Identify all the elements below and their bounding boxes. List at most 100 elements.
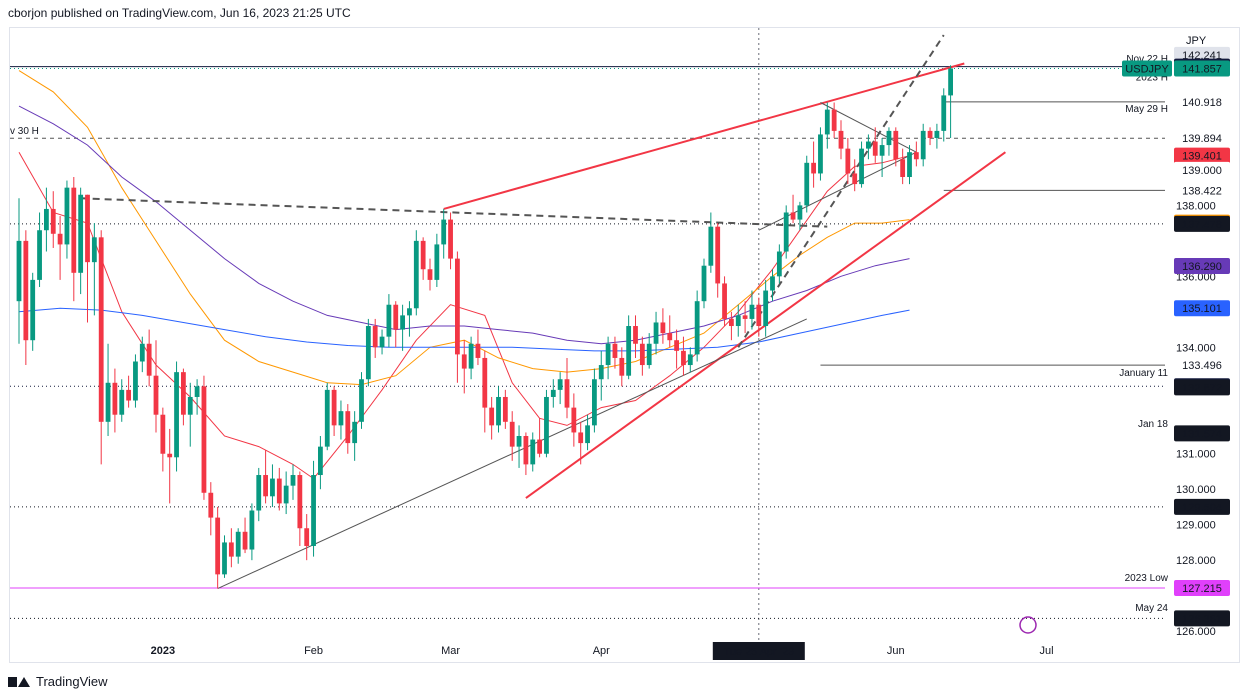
candle-body	[228, 542, 234, 557]
candle-body	[496, 396, 501, 426]
candle-body	[859, 148, 864, 185]
candle-body	[715, 226, 721, 284]
moving-average-line-1	[18, 70, 910, 386]
candle-body	[482, 357, 488, 408]
candle-body	[16, 240, 22, 302]
chart-annotation: v 30 H	[10, 126, 39, 137]
candle-body	[222, 542, 227, 575]
candle-body	[770, 276, 775, 291]
price-badge-text: 135.101	[1182, 303, 1222, 315]
candle-body	[694, 301, 700, 355]
candle-body	[194, 386, 200, 397]
tradingview-logo-icon	[8, 675, 30, 689]
crosshair-date-text: Tue 25 Apr '23	[723, 646, 794, 658]
trendline-3	[80, 197, 828, 228]
candle-body	[318, 446, 323, 476]
price-badge-text: 136.290	[1182, 261, 1222, 273]
tradingview-footer[interactable]: TradingView	[8, 674, 108, 689]
price-badge	[1174, 215, 1230, 232]
chart-annotation: January 11	[1119, 368, 1168, 379]
candle-body	[749, 304, 755, 319]
chart-frame	[9, 27, 1240, 663]
y-tick-label: 136.000	[1176, 271, 1216, 283]
candle-body	[359, 379, 364, 422]
candle-body	[797, 205, 803, 220]
candle-body	[400, 315, 405, 330]
candle-body	[372, 326, 378, 348]
candle-body	[763, 290, 769, 327]
price-badge-text: 140.918	[1182, 97, 1222, 109]
price-badge-text: 133.496	[1182, 360, 1222, 372]
y-tick-label: 138.000	[1176, 200, 1216, 212]
price-badge-text: 127.215	[1182, 583, 1222, 595]
candle-body	[756, 304, 762, 327]
candle-body	[256, 475, 262, 511]
candle-body	[845, 148, 851, 174]
candle-body	[879, 145, 885, 156]
y-tick-label: 131.000	[1176, 449, 1216, 461]
candle-body	[818, 134, 823, 174]
candle-body	[119, 389, 125, 415]
candle-body	[585, 425, 590, 444]
candle-body	[386, 304, 392, 337]
candle-body	[441, 219, 447, 245]
price-badge	[1174, 580, 1230, 597]
candle-body	[598, 365, 604, 380]
price-badge-text: 138.422	[1182, 185, 1222, 197]
candle-body	[735, 315, 741, 327]
price-badge-text: 139.894	[1182, 133, 1222, 145]
candle-body	[126, 389, 131, 401]
candle-body	[37, 230, 42, 280]
candle-body	[249, 510, 255, 550]
candle-body	[263, 475, 268, 497]
candle-body	[509, 421, 515, 447]
trendline-4	[737, 34, 945, 348]
price-badge	[1174, 60, 1230, 77]
crosshair-date-badge	[712, 642, 805, 660]
candle-body	[660, 322, 666, 334]
candle-body	[181, 372, 186, 415]
candle-body	[85, 194, 90, 263]
candle-body	[866, 141, 871, 149]
candle-body	[427, 269, 433, 280]
candle-body	[742, 315, 748, 319]
y-tick-label: 128.000	[1176, 555, 1216, 567]
candle-body	[516, 436, 522, 447]
candle-body	[530, 439, 536, 465]
y-tick-label: 130.000	[1176, 484, 1216, 496]
price-badge	[1174, 161, 1230, 178]
candle-body	[324, 389, 330, 447]
candle-body	[948, 68, 953, 96]
candle-body	[619, 357, 625, 376]
candle-body	[215, 517, 221, 575]
candle-body	[160, 414, 166, 454]
candle-body	[413, 240, 419, 309]
candle-body	[420, 240, 426, 270]
x-tick-label: 2023	[151, 645, 175, 657]
candle-body	[304, 528, 310, 546]
candle-body	[98, 237, 104, 422]
candle-body	[174, 372, 179, 458]
candle-body	[91, 237, 97, 263]
candle-body	[502, 396, 508, 422]
candle-body	[489, 407, 495, 426]
candle-body	[50, 208, 56, 234]
chart-annotation: 2023 Low	[1125, 573, 1169, 584]
ideas-icon	[1019, 616, 1037, 634]
candle-body	[557, 379, 563, 390]
candle-body	[934, 130, 940, 138]
candle-body	[831, 109, 837, 131]
candle-body	[30, 279, 36, 341]
candle-body	[776, 251, 782, 277]
candle-body	[687, 354, 693, 366]
candle-body	[338, 411, 344, 426]
price-badge	[1174, 357, 1230, 374]
candle-body	[900, 159, 906, 178]
candle-body	[790, 212, 796, 220]
candle-body	[468, 343, 474, 369]
candle-body	[345, 411, 351, 444]
price-badge-text: 141.857	[1182, 64, 1222, 76]
candle-body	[133, 361, 138, 401]
candle-body	[592, 379, 597, 426]
